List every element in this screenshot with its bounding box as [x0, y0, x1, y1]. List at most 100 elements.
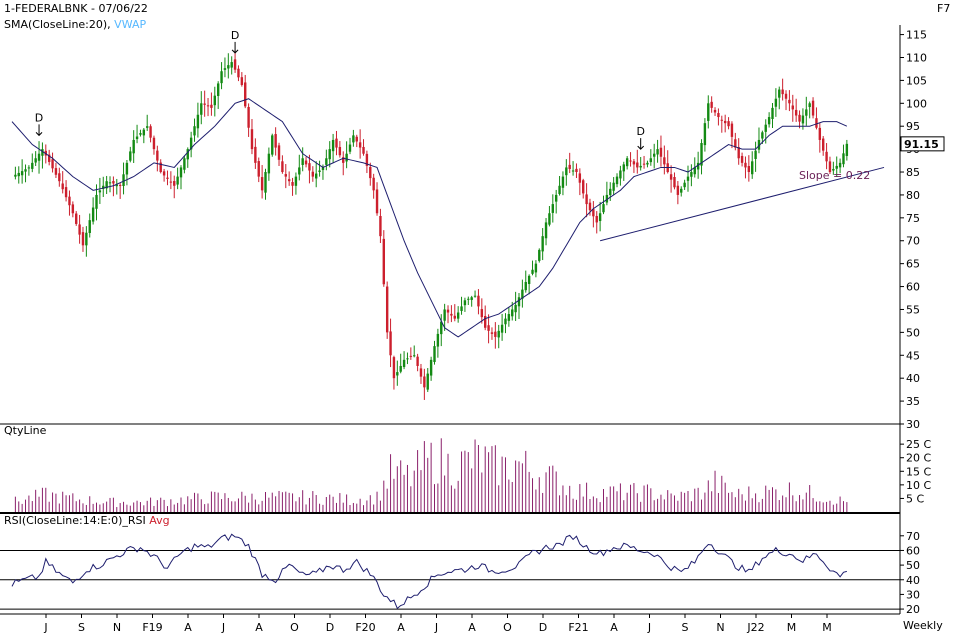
price-tick-label: 35	[906, 395, 920, 408]
candle-body	[223, 68, 227, 70]
candle-body	[88, 220, 91, 233]
candle-body	[78, 224, 81, 235]
candle-body	[653, 153, 656, 157]
candle	[805, 96, 808, 126]
candle-body	[85, 232, 88, 246]
candle-body	[822, 138, 825, 151]
candle	[162, 168, 166, 182]
divergence-arrowhead	[231, 49, 239, 54]
candle-body	[784, 93, 788, 99]
candle	[487, 314, 490, 344]
candle	[713, 107, 717, 116]
candle	[413, 345, 416, 358]
candle	[257, 157, 260, 183]
divergence-marker: D	[636, 125, 645, 150]
candle	[781, 78, 784, 101]
candle-body	[561, 176, 565, 188]
candle	[125, 159, 129, 186]
candle-body	[129, 151, 132, 161]
candle-body	[801, 115, 805, 124]
candle-body	[267, 153, 271, 174]
candle	[355, 134, 358, 148]
candle	[34, 151, 37, 167]
candle-body	[58, 173, 61, 182]
volume-bars	[14, 438, 848, 512]
candle-body	[450, 313, 453, 316]
candle	[463, 297, 467, 312]
candle-body	[632, 161, 636, 165]
candle	[828, 156, 832, 174]
candle	[440, 314, 443, 347]
candle-body	[406, 358, 409, 360]
candle	[85, 226, 88, 257]
candle	[815, 107, 818, 130]
candle	[568, 152, 571, 174]
candle-body	[730, 123, 734, 137]
candle	[267, 147, 271, 181]
volume-tick-label: 15 C	[906, 465, 931, 478]
candle-body	[798, 114, 801, 122]
candle-body	[521, 289, 524, 299]
candle	[227, 53, 230, 79]
support-trendline	[599, 166, 885, 242]
candle	[798, 110, 801, 129]
candle	[615, 173, 619, 188]
candle	[24, 164, 27, 183]
candle-body	[575, 168, 578, 173]
candle	[250, 119, 254, 155]
candle-body	[531, 269, 534, 274]
candle	[588, 198, 592, 216]
candle	[112, 176, 115, 197]
candle-body	[294, 176, 298, 186]
candle-body	[805, 109, 808, 116]
candle	[233, 50, 237, 73]
candle-body	[568, 164, 571, 169]
candle	[102, 176, 105, 197]
candle-body	[200, 103, 203, 115]
candle	[419, 363, 423, 384]
candle-body	[524, 281, 527, 291]
candle-body	[754, 150, 757, 159]
candle-body	[423, 376, 426, 388]
candle-body	[828, 161, 832, 173]
candle	[129, 146, 132, 163]
candle	[544, 218, 548, 246]
candle	[152, 135, 156, 155]
candle	[31, 153, 34, 173]
candle	[710, 96, 713, 113]
candle	[58, 167, 61, 187]
x-tick-label: F19	[142, 621, 162, 634]
x-tick-label: A	[468, 621, 476, 634]
candle-body	[751, 161, 754, 175]
candle	[108, 176, 112, 193]
candle-body	[385, 286, 389, 333]
candle-body	[152, 137, 156, 150]
candle	[666, 150, 669, 174]
candle-body	[304, 160, 308, 165]
candle-body	[676, 185, 680, 195]
candle	[676, 181, 680, 205]
candle-body	[680, 188, 683, 193]
candle-body	[609, 188, 612, 196]
candle-body	[375, 189, 379, 214]
candle-body	[419, 368, 423, 377]
candle-body	[440, 321, 443, 335]
candle	[372, 173, 375, 199]
candle-body	[176, 176, 179, 185]
candle	[700, 139, 703, 175]
candle	[142, 128, 146, 144]
candle	[598, 201, 602, 232]
candle-body	[206, 105, 210, 107]
candle-body	[186, 149, 189, 160]
candle	[132, 130, 135, 163]
candle	[818, 123, 822, 153]
candle-body	[642, 163, 646, 165]
candle-body	[247, 106, 250, 128]
candle	[352, 129, 355, 147]
candle-body	[274, 134, 277, 148]
candle-body	[639, 165, 642, 168]
candle-body	[156, 150, 159, 161]
candle	[220, 62, 223, 90]
price-tick-label: 40	[906, 372, 920, 385]
